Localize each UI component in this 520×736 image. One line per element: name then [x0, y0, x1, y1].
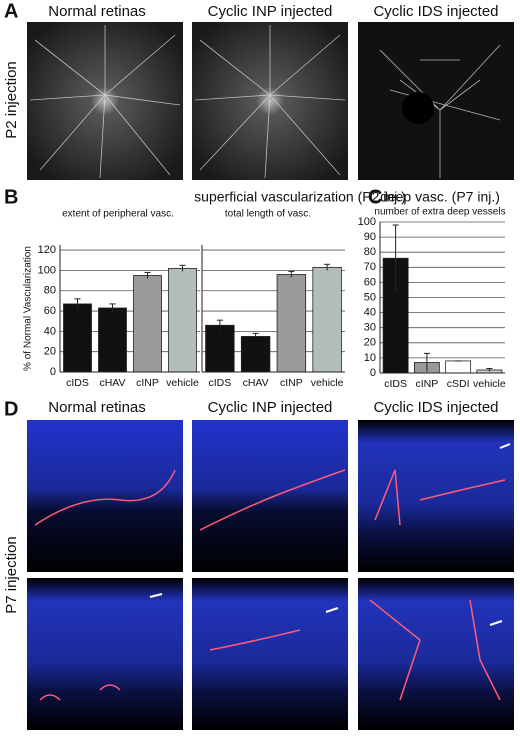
y-tick-label: 30: [364, 322, 376, 334]
y-tick-label: 80: [44, 285, 56, 297]
chart-title: deep vasc. (P7 inj.): [380, 189, 500, 205]
row-label: P7 injection: [3, 536, 20, 614]
bar: [168, 267, 197, 373]
x-tick-label: cIDS: [66, 377, 89, 389]
y-tick-label: 10: [364, 352, 376, 364]
y-tick-label: 60: [44, 305, 56, 317]
retina-photo: [358, 22, 514, 180]
y-tick-label: 40: [364, 307, 376, 319]
y-tick-label: 20: [44, 346, 56, 358]
column-header: Cyclic INP injected: [208, 3, 333, 20]
chart-subtitle: extent of peripheral vasc.: [62, 209, 174, 220]
x-tick-label: vehicle: [473, 378, 506, 390]
bar: [382, 257, 409, 374]
error-bar: [392, 224, 399, 292]
error-bar: [144, 271, 151, 279]
chart-title: superficial vascularization (P2 inj.): [194, 189, 406, 205]
x-tick-label: cSDI: [447, 378, 470, 390]
error-bar: [216, 319, 223, 331]
row-label: P2 injection: [3, 61, 20, 139]
x-tick-label: cIDS: [208, 377, 231, 389]
bar: [63, 303, 92, 373]
error-bar: [252, 332, 259, 340]
error-bar: [486, 367, 493, 372]
chart-subtitle: total length of vasc.: [225, 209, 311, 220]
bar: [133, 275, 162, 373]
x-tick-label: cHAV: [243, 377, 269, 389]
y-axis-label: % of Normal Vascularization: [23, 246, 34, 371]
panel-letter: A: [4, 0, 18, 22]
x-tick-label: vehicle: [311, 377, 344, 389]
column-header: Normal retinas: [48, 399, 146, 416]
error-bar: [288, 270, 295, 278]
retina-images: [27, 22, 514, 180]
y-tick-label: 120: [38, 244, 56, 256]
panel-letter: B: [4, 186, 18, 208]
y-tick-label: 20: [364, 337, 376, 349]
y-tick-label: 100: [358, 216, 376, 228]
error-bar: [423, 352, 430, 372]
column-header: Cyclic IDS injected: [373, 3, 498, 20]
y-tick-label: 100: [38, 264, 56, 276]
y-tick-label: 0: [370, 367, 376, 379]
y-tick-label: 40: [44, 325, 56, 337]
x-tick-label: cIDS: [384, 378, 407, 390]
bar: [312, 266, 342, 373]
bar: [98, 307, 127, 373]
y-tick-label: 0: [50, 366, 56, 378]
x-tick-label: cINP: [136, 377, 159, 389]
column-header: Cyclic INP injected: [208, 399, 333, 416]
column-header: Cyclic IDS injected: [373, 399, 498, 416]
bar: [240, 336, 271, 373]
bar: [276, 274, 307, 373]
x-tick-label: cHAV: [99, 377, 125, 389]
x-tick-label: cINP: [415, 378, 438, 390]
x-tick-label: vehicle: [166, 377, 199, 389]
error-bar: [179, 264, 186, 272]
error-bar: [324, 263, 331, 271]
panel-letter: C: [368, 186, 382, 208]
y-tick-label: 70: [364, 261, 376, 273]
panel-letter: D: [4, 398, 18, 420]
x-tick-label: cINP: [280, 377, 303, 389]
section-images: [27, 420, 514, 730]
y-tick-label: 50: [364, 291, 376, 303]
bar: [205, 324, 235, 373]
bar: [445, 360, 472, 374]
chart-subtitle: number of extra deep vessels: [374, 207, 505, 218]
y-tick-label: 80: [364, 246, 376, 258]
y-tick-label: 60: [364, 276, 376, 288]
error-bar: [109, 303, 116, 313]
error-bar: [74, 298, 81, 310]
y-tick-label: 90: [364, 231, 376, 243]
column-header: Normal retinas: [48, 3, 146, 20]
